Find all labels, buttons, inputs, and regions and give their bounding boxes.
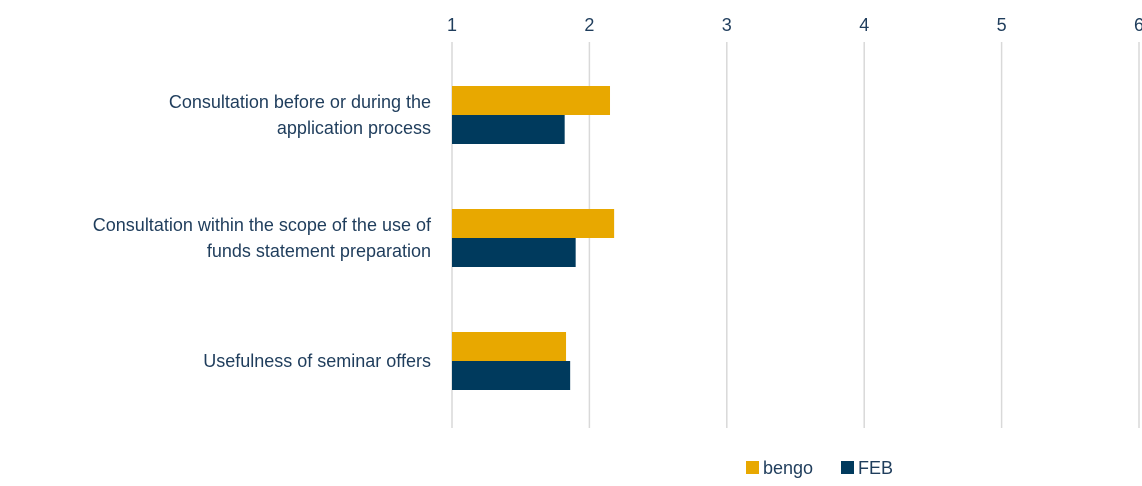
x-tick-label: 2 <box>584 15 594 35</box>
category-label: application process <box>277 118 431 138</box>
bar-feb-2 <box>452 361 571 390</box>
x-tick-label: 4 <box>859 15 869 35</box>
legend-swatch-bengo <box>746 461 759 474</box>
legend-swatch-feb <box>841 461 854 474</box>
category-label: Usefulness of seminar offers <box>203 351 431 371</box>
category-label: funds statement preparation <box>207 241 431 261</box>
legend: bengo FEB <box>746 458 893 478</box>
x-tick-label: 1 <box>447 15 457 35</box>
x-tick-label: 5 <box>997 15 1007 35</box>
x-tick-label: 3 <box>722 15 732 35</box>
legend-label-bengo: bengo <box>763 458 813 478</box>
bar-bengo-1 <box>452 209 615 238</box>
category-labels: Consultation before or during the applica… <box>93 92 432 371</box>
category-label: Consultation before or during the <box>169 92 431 112</box>
bar-bengo-0 <box>452 86 611 115</box>
legend-label-feb: FEB <box>858 458 893 478</box>
x-tick-labels: 1 2 3 4 5 6 <box>447 15 1142 35</box>
bar-bengo-2 <box>452 332 567 361</box>
bar-feb-1 <box>452 238 576 267</box>
bars <box>452 86 615 390</box>
bar-feb-0 <box>452 115 565 144</box>
category-label: Consultation within the scope of the use… <box>93 215 432 235</box>
x-tick-label: 6 <box>1134 15 1142 35</box>
